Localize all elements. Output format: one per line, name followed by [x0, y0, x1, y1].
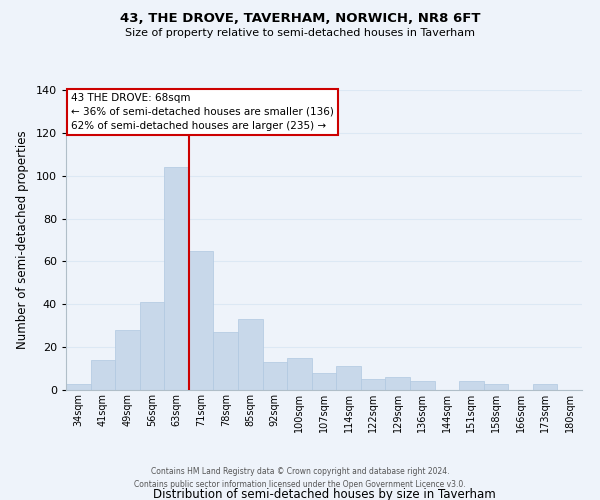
- Bar: [336, 366, 361, 390]
- Bar: [361, 380, 385, 390]
- Bar: [115, 330, 140, 390]
- Bar: [410, 382, 434, 390]
- Bar: [91, 360, 115, 390]
- Text: Contains HM Land Registry data © Crown copyright and database right 2024.: Contains HM Land Registry data © Crown c…: [151, 467, 449, 476]
- Text: Contains public sector information licensed under the Open Government Licence v3: Contains public sector information licen…: [134, 480, 466, 489]
- Bar: [533, 384, 557, 390]
- Text: Size of property relative to semi-detached houses in Taverham: Size of property relative to semi-detach…: [125, 28, 475, 38]
- Bar: [214, 332, 238, 390]
- Bar: [238, 320, 263, 390]
- Bar: [189, 250, 214, 390]
- Bar: [312, 373, 336, 390]
- Y-axis label: Number of semi-detached properties: Number of semi-detached properties: [16, 130, 29, 350]
- Text: 43 THE DROVE: 68sqm
← 36% of semi-detached houses are smaller (136)
62% of semi-: 43 THE DROVE: 68sqm ← 36% of semi-detach…: [71, 93, 334, 131]
- Text: 43, THE DROVE, TAVERHAM, NORWICH, NR8 6FT: 43, THE DROVE, TAVERHAM, NORWICH, NR8 6F…: [120, 12, 480, 26]
- Bar: [484, 384, 508, 390]
- Bar: [140, 302, 164, 390]
- Bar: [263, 362, 287, 390]
- X-axis label: Distribution of semi-detached houses by size in Taverham: Distribution of semi-detached houses by …: [152, 488, 496, 500]
- Bar: [164, 167, 189, 390]
- Bar: [287, 358, 312, 390]
- Bar: [385, 377, 410, 390]
- Bar: [66, 384, 91, 390]
- Bar: [459, 382, 484, 390]
